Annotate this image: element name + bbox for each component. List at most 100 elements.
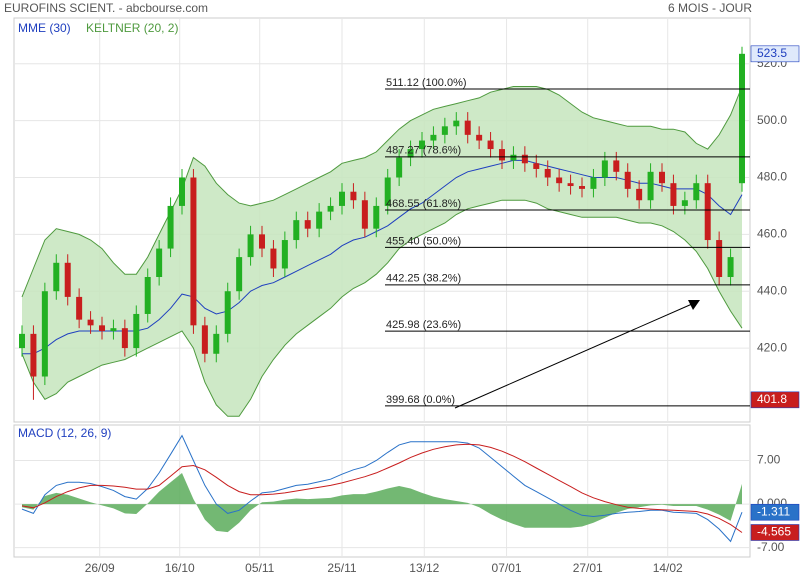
macd-last-label-box xyxy=(750,503,800,521)
x-tick-label: 16/10 xyxy=(165,561,195,575)
keltner-legend: KELTNER (20, 2) xyxy=(86,21,178,35)
candle-body xyxy=(64,262,71,297)
candle-body xyxy=(396,157,403,178)
y-tick-label: 420.0 xyxy=(757,340,787,354)
candle-body xyxy=(453,120,460,127)
candle-body xyxy=(510,154,517,161)
candle-body xyxy=(556,177,563,184)
candle-body xyxy=(281,240,288,269)
candle-body xyxy=(201,325,208,354)
mme-legend: MME (30) xyxy=(18,21,71,35)
candle-body xyxy=(533,163,540,169)
candle-body xyxy=(407,149,414,158)
candle-body xyxy=(270,248,277,269)
candle-body xyxy=(384,177,391,206)
last-close-label: 523.5 xyxy=(757,46,787,60)
candle-body xyxy=(476,134,483,141)
candle-body xyxy=(704,183,711,241)
candle-body xyxy=(499,149,505,161)
x-tick-label: 14/02 xyxy=(653,561,683,575)
header-title: EUROFINS SCIENT. - abcbourse.com xyxy=(4,1,208,15)
header-period: 6 MOIS - JOUR xyxy=(668,1,752,15)
period-low-label: 401.8 xyxy=(757,392,787,406)
keltner-upper xyxy=(21,86,743,298)
candle-body xyxy=(19,333,25,349)
candle-body xyxy=(190,177,197,326)
fib-label: 468.55 (61.8%) xyxy=(386,198,461,210)
candle-body xyxy=(590,177,597,189)
candle-body xyxy=(236,257,243,292)
candle-body xyxy=(613,160,620,172)
candle-body xyxy=(716,240,723,278)
candle-body xyxy=(224,291,231,334)
candle-body xyxy=(670,183,677,206)
y-tick-label: 500.0 xyxy=(757,113,787,127)
candle-body xyxy=(110,328,117,332)
macd-panel xyxy=(13,424,751,558)
period-low-label-box xyxy=(750,391,800,409)
y-tick-label: -7.00 xyxy=(757,540,785,554)
candle-body xyxy=(316,211,323,229)
candle-body xyxy=(487,140,494,150)
candle-body xyxy=(99,325,105,332)
candle-body xyxy=(647,171,654,201)
last-close-label-box xyxy=(750,45,800,63)
candle-body xyxy=(636,188,643,201)
keltner-lower xyxy=(21,199,743,417)
fib-label: 399.68 (0.0%) xyxy=(386,394,455,406)
trend-arrow xyxy=(454,303,693,409)
candle-body xyxy=(350,191,357,201)
candle-body xyxy=(419,140,425,150)
x-tick-label: 27/01 xyxy=(573,561,603,575)
y-tick-label: 7.00 xyxy=(757,453,781,467)
candle-body xyxy=(659,171,665,184)
candle-body xyxy=(681,200,688,206)
candle-body xyxy=(213,333,220,354)
candle-body xyxy=(304,220,311,229)
candle-body xyxy=(579,186,585,189)
candle-body xyxy=(87,319,94,326)
y-tick-label: 480.0 xyxy=(757,170,787,184)
candle-body xyxy=(601,160,608,178)
x-tick-label: 07/01 xyxy=(492,561,522,575)
fib-label: 455.40 (50.0%) xyxy=(386,235,461,247)
fib-label: 487.27 (78.6%) xyxy=(386,145,461,157)
candle-body xyxy=(133,313,140,349)
signal-last-label: -4.565 xyxy=(757,525,791,539)
candle-body xyxy=(121,328,128,349)
macd-title: MACD (12, 26, 9) xyxy=(18,426,111,440)
candle-body xyxy=(167,205,174,249)
arrow-head xyxy=(688,300,700,310)
candle-body xyxy=(521,154,528,164)
signal-last-label-box xyxy=(750,524,800,541)
macd-line xyxy=(21,434,743,543)
candle-body xyxy=(739,53,745,184)
candle-body xyxy=(53,262,60,292)
candle-body xyxy=(293,220,300,241)
candle-body xyxy=(259,234,265,249)
fib-label: 425.98 (23.6%) xyxy=(386,319,461,331)
candle-body xyxy=(373,205,380,229)
candle-body xyxy=(247,234,254,258)
candle-body xyxy=(144,277,151,314)
mme-line xyxy=(22,159,743,355)
candle-body xyxy=(76,296,83,320)
y-tick-label: 440.0 xyxy=(757,283,787,297)
y-tick-label: 460.0 xyxy=(757,227,787,241)
candle-body xyxy=(567,183,574,187)
candle-body xyxy=(339,191,345,206)
signal-line xyxy=(21,443,743,533)
main-panel xyxy=(13,17,751,423)
candle-body xyxy=(430,134,437,141)
x-tick-label: 05/11 xyxy=(245,561,274,575)
fib-label: 442.25 (38.2%) xyxy=(386,273,461,285)
x-tick-label: 13/12 xyxy=(409,561,439,575)
fib-label: 511.12 (100.0%) xyxy=(386,77,467,89)
candle-body xyxy=(693,183,700,201)
candle-body xyxy=(327,205,334,212)
candle-body xyxy=(30,333,37,377)
candle-body xyxy=(464,120,471,135)
candle-body xyxy=(156,248,163,278)
